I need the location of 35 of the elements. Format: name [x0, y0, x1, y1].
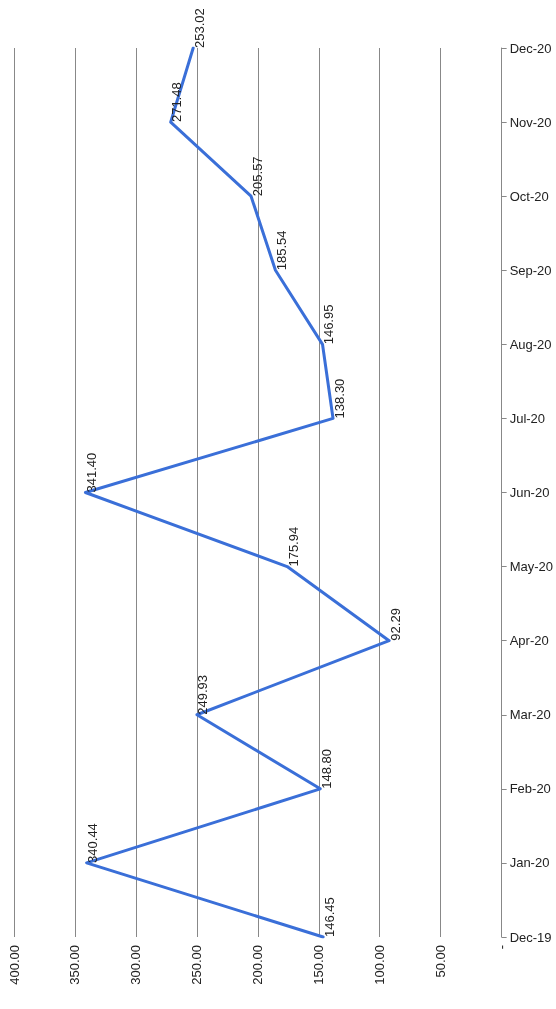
x-tick-label: 150.00: [311, 945, 327, 985]
data-label: 340.44: [85, 823, 101, 863]
data-label: 341.40: [83, 452, 99, 493]
data-label: 205.57: [249, 156, 265, 197]
data-label: 185.54: [273, 230, 289, 271]
x-tick-label: 300.00: [128, 945, 144, 985]
y-tick-label: Nov-20: [509, 114, 552, 130]
data-label: 92.29: [387, 608, 403, 641]
y-tick-label: Jul-20: [509, 410, 546, 426]
x-tick-label: 100.00: [372, 945, 388, 985]
data-label: 253.02: [191, 8, 207, 48]
data-label: 146.95: [321, 304, 336, 345]
y-tick-label: Jan-20: [509, 855, 550, 871]
data-label: 146.45: [321, 897, 337, 937]
x-tick-label: 50.00: [433, 945, 449, 978]
y-tick-label: Jun-20: [509, 485, 550, 500]
data-label: 175.94: [285, 526, 301, 567]
x-tick-label: 200.00: [250, 945, 266, 985]
y-tick-label: Dec-19: [509, 929, 552, 945]
x-tick-label: -: [494, 945, 510, 950]
y-tick-label: Sep-20: [509, 262, 552, 278]
data-label: 138.30: [331, 378, 347, 419]
y-tick-label: Apr-20: [509, 633, 549, 649]
y-tick-label: Aug-20: [509, 336, 552, 352]
y-tick-label: Dec-20: [509, 40, 552, 56]
y-tick-label: Mar-20: [509, 707, 551, 723]
y-tick-label: Feb-20: [509, 781, 551, 797]
data-label: 271.48: [169, 82, 185, 123]
x-tick-label: 350.00: [67, 945, 83, 985]
y-tick-label: May-20: [509, 559, 554, 575]
x-tick-label: 400.00: [6, 945, 22, 985]
y-tick-label: Oct-20: [509, 188, 549, 204]
data-label: 148.80: [318, 749, 334, 789]
data-label: 249.93: [195, 674, 211, 715]
x-tick-label: 250.00: [189, 945, 205, 985]
